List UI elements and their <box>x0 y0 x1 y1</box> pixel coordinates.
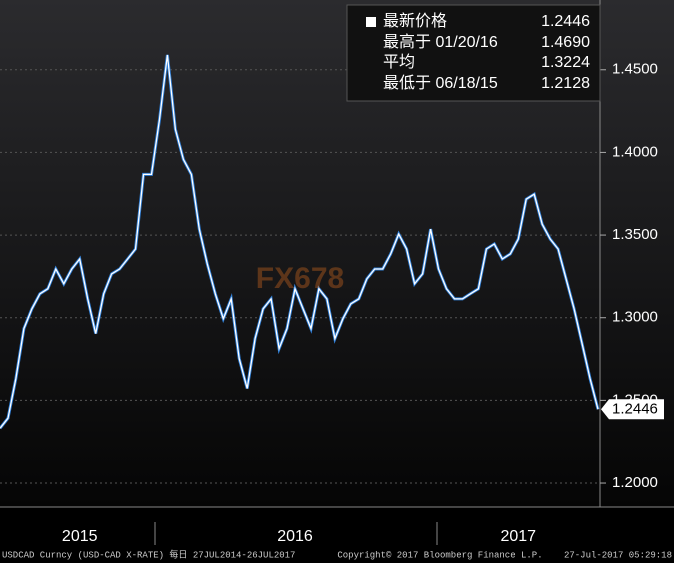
watermark: FX678 <box>256 262 344 295</box>
legend-value: 1.2446 <box>541 13 590 30</box>
y-tick-label: 1.4500 <box>612 61 658 78</box>
legend-value: 1.3224 <box>541 54 590 71</box>
y-tick-label: 1.3500 <box>612 226 658 243</box>
footer-right: 27-Jul-2017 05:29:18 <box>564 550 672 560</box>
legend-swatch <box>366 17 376 27</box>
legend-box <box>346 4 601 102</box>
y-tick-label: 1.2000 <box>612 474 658 491</box>
x-tick-label: 2016 <box>277 528 313 545</box>
footer-center: Copyright© 2017 Bloomberg Finance L.P. <box>337 550 542 560</box>
x-tick-label: 2017 <box>500 528 536 545</box>
y-tick-label: 1.4000 <box>612 143 658 160</box>
x-tick-label: 2015 <box>62 528 98 545</box>
legend-label: 最高于 01/20/16 <box>383 33 498 51</box>
x-axis-band <box>0 507 674 545</box>
series-line <box>0 54 599 429</box>
legend-label: 平均 <box>383 53 415 71</box>
footer-left: USDCAD Curncy (USD-CAD X-RATE) 每日 27JUL2… <box>2 548 295 560</box>
legend-label: 最新价格 <box>383 12 447 30</box>
legend: 最新价格 1.2446 最高于 01/20/16 1.4690 平均 1.322… <box>346 4 601 102</box>
legend-value: 1.2128 <box>541 75 590 92</box>
legend-label: 最低于 06/18/15 <box>383 74 498 92</box>
y-tick-label: 1.3000 <box>612 309 658 326</box>
legend-value: 1.4690 <box>541 34 590 51</box>
last-value-label: 1.2446 <box>612 400 658 417</box>
last-value-box <box>601 399 664 420</box>
